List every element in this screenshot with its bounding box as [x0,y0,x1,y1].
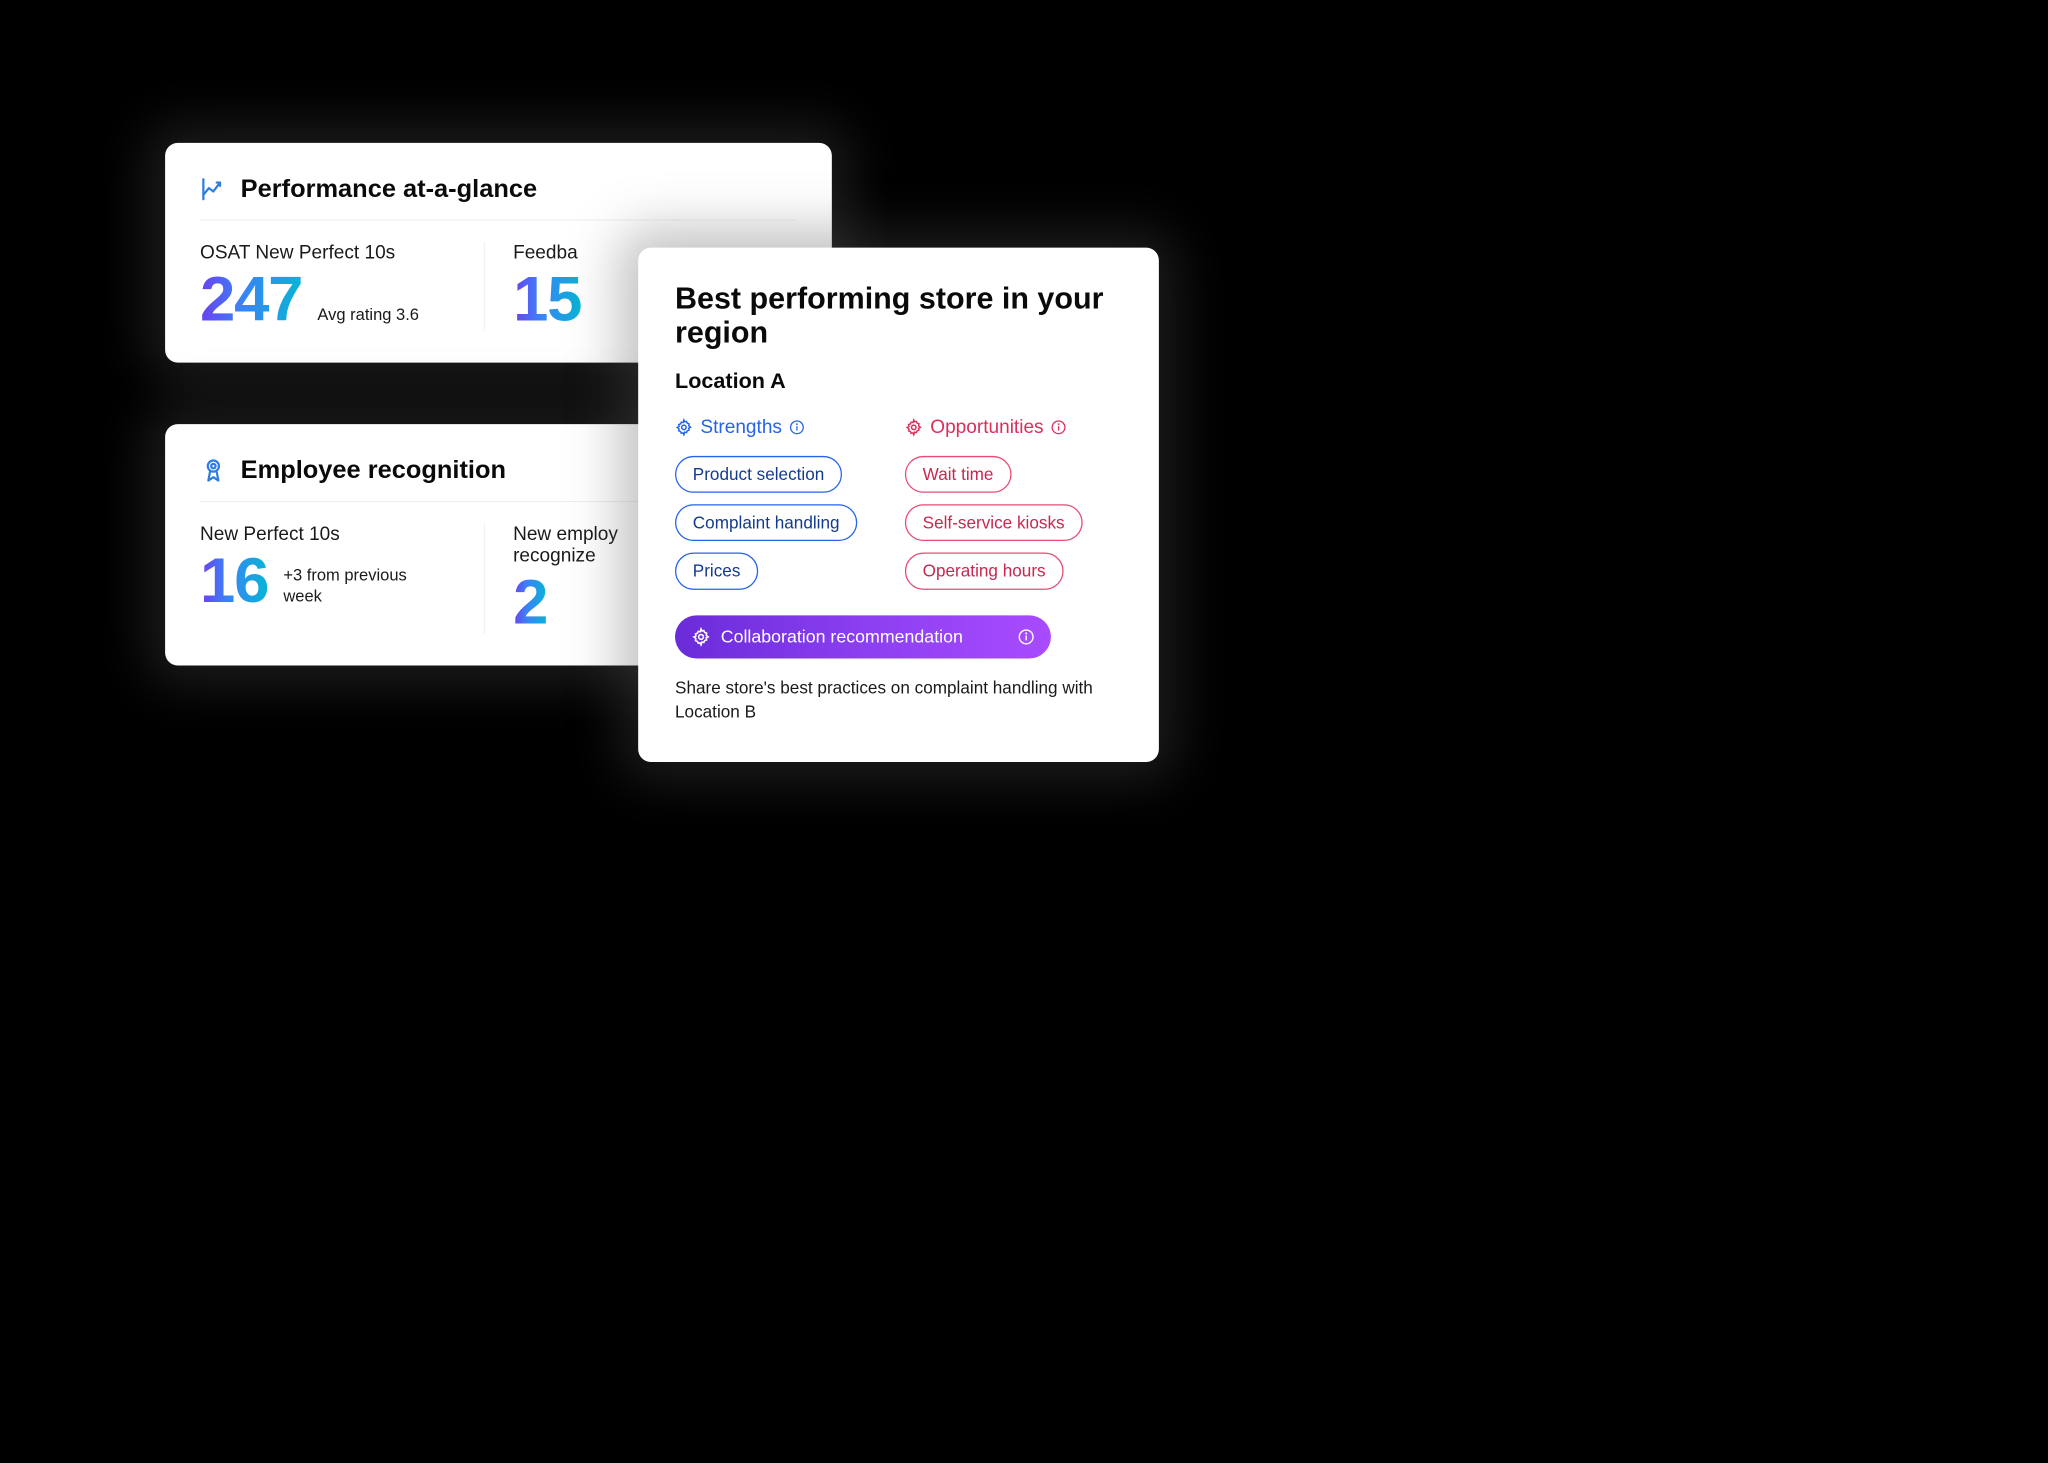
new10-value: 16 [200,549,268,613]
gear-icon [692,627,711,646]
chip-wait-time[interactable]: Wait time [905,456,1011,493]
collaboration-bar[interactable]: Collaboration recommendation [675,615,1051,658]
osat-sub: Avg rating 3.6 [317,304,419,331]
opportunities-chips: Wait time Self-service kiosks Operating … [905,456,1122,590]
opportunities-label: Opportunities [930,416,1043,438]
best-store-location: Location A [675,369,1122,394]
employee-title: Employee recognition [241,456,506,485]
chip-operating-hours[interactable]: Operating hours [905,553,1064,590]
osat-metric: OSAT New Perfect 10s 247 Avg rating 3.6 [200,242,484,331]
strengths-label: Strengths [700,416,782,438]
new10-metric: New Perfect 10s 16 +3 from previous week [200,523,484,633]
collaboration-label: Collaboration recommendation [721,627,1008,647]
collaboration-body: Share store's best practices on complain… [675,676,1122,724]
info-icon[interactable] [790,419,805,434]
chip-prices[interactable]: Prices [675,553,758,590]
performance-title: Performance at-a-glance [241,175,537,204]
chip-product-selection[interactable]: Product selection [675,456,842,493]
osat-label: OSAT New Perfect 10s [200,242,484,264]
gear-icon [905,418,923,436]
opportunities-column: Opportunities Wait time Self-service kio… [905,416,1122,589]
strengths-header: Strengths [675,416,892,438]
new10-sub: +3 from previous week [283,565,429,613]
strengths-chips: Product selection Complaint handling Pri… [675,456,892,590]
osat-value: 247 [200,267,302,331]
info-icon[interactable] [1051,419,1066,434]
chip-self-service-kiosks[interactable]: Self-service kiosks [905,504,1083,541]
gear-icon [675,418,693,436]
performance-header: Performance at-a-glance [200,175,797,221]
feedback-value: 15 [513,267,581,331]
new10-label: New Perfect 10s [200,523,484,545]
info-icon[interactable] [1018,629,1035,646]
award-icon [200,457,227,484]
chip-complaint-handling[interactable]: Complaint handling [675,504,857,541]
line-chart-icon [200,176,227,203]
recognize-value: 2 [513,570,547,634]
strengths-column: Strengths Product selection Complaint ha… [675,416,892,589]
best-store-title: Best performing store in your region [675,283,1122,350]
opportunities-header: Opportunities [905,416,1122,438]
best-store-card: Best performing store in your region Loc… [638,248,1159,763]
